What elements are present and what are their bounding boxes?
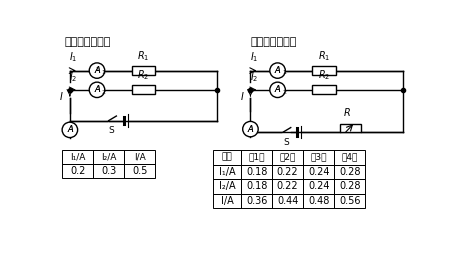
Bar bbox=[213, 164, 241, 179]
Bar bbox=[62, 150, 93, 164]
Circle shape bbox=[270, 82, 285, 98]
Text: 电流: 电流 bbox=[222, 153, 233, 162]
Text: $I$: $I$ bbox=[240, 90, 244, 102]
Text: A: A bbox=[94, 85, 100, 94]
Bar bbox=[241, 179, 272, 194]
Text: $R_1$: $R_1$ bbox=[318, 49, 330, 63]
Text: I₁/A: I₁/A bbox=[70, 152, 85, 161]
Text: 1: 1 bbox=[102, 70, 105, 75]
Text: 2: 2 bbox=[102, 90, 106, 95]
Text: A: A bbox=[94, 85, 100, 94]
Text: I₂/A: I₂/A bbox=[101, 152, 116, 161]
Bar bbox=[93, 150, 124, 164]
Text: $I_1$: $I_1$ bbox=[69, 51, 77, 64]
Text: 0.18: 0.18 bbox=[246, 167, 267, 177]
Bar bbox=[312, 66, 336, 75]
Text: $R_2$: $R_2$ bbox=[318, 68, 330, 82]
Text: A: A bbox=[67, 125, 73, 134]
Bar bbox=[124, 150, 155, 164]
Circle shape bbox=[243, 121, 258, 137]
Text: $I_2$: $I_2$ bbox=[250, 70, 258, 84]
Text: 第1次: 第1次 bbox=[248, 153, 265, 162]
Bar bbox=[93, 164, 124, 178]
Text: 0.22: 0.22 bbox=[277, 181, 298, 192]
Text: S: S bbox=[283, 138, 289, 147]
Text: 0.36: 0.36 bbox=[246, 196, 267, 206]
Bar bbox=[334, 164, 365, 179]
Text: 0.28: 0.28 bbox=[339, 167, 360, 177]
Text: $I_2$: $I_2$ bbox=[69, 70, 77, 84]
Bar bbox=[132, 85, 155, 94]
Bar bbox=[213, 150, 241, 164]
Text: 冬冬的实验记录: 冬冬的实验记录 bbox=[250, 38, 297, 48]
Bar bbox=[124, 164, 155, 178]
Text: $_1$: $_1$ bbox=[95, 66, 99, 74]
Bar bbox=[213, 179, 241, 194]
Bar bbox=[132, 66, 155, 75]
Text: 2: 2 bbox=[282, 90, 286, 95]
Bar bbox=[334, 150, 365, 164]
Bar bbox=[272, 179, 303, 194]
Text: $R_1$: $R_1$ bbox=[137, 49, 150, 63]
Text: 第4次: 第4次 bbox=[342, 153, 358, 162]
Text: I/A: I/A bbox=[134, 152, 145, 161]
Text: 0.28: 0.28 bbox=[339, 181, 360, 192]
Text: 第3次: 第3次 bbox=[310, 153, 327, 162]
Bar bbox=[303, 150, 334, 164]
Circle shape bbox=[270, 63, 285, 78]
Circle shape bbox=[89, 63, 105, 78]
Bar bbox=[303, 164, 334, 179]
Text: 0.48: 0.48 bbox=[308, 196, 329, 206]
Bar bbox=[303, 194, 334, 209]
Text: I₁/A: I₁/A bbox=[219, 167, 235, 177]
Text: $R_2$: $R_2$ bbox=[137, 68, 150, 82]
Text: A: A bbox=[274, 66, 281, 75]
Bar bbox=[334, 194, 365, 209]
Bar bbox=[272, 194, 303, 209]
Text: 0.44: 0.44 bbox=[277, 196, 298, 206]
Bar bbox=[340, 124, 361, 132]
Text: 0.24: 0.24 bbox=[308, 181, 329, 192]
Text: A: A bbox=[247, 124, 254, 134]
Text: 0.56: 0.56 bbox=[339, 196, 360, 206]
Text: A: A bbox=[247, 124, 254, 134]
Text: $R$: $R$ bbox=[343, 106, 351, 118]
Bar bbox=[241, 164, 272, 179]
Bar bbox=[62, 164, 93, 178]
Text: $I$: $I$ bbox=[59, 90, 64, 102]
Circle shape bbox=[62, 122, 78, 138]
Bar bbox=[213, 194, 241, 209]
Bar bbox=[312, 85, 336, 94]
Text: A: A bbox=[94, 66, 100, 75]
Bar bbox=[334, 179, 365, 194]
Bar bbox=[272, 164, 303, 179]
Text: A: A bbox=[274, 85, 281, 94]
Bar bbox=[272, 150, 303, 164]
Bar bbox=[241, 194, 272, 209]
Text: 0.2: 0.2 bbox=[70, 166, 85, 176]
Text: A: A bbox=[274, 85, 281, 94]
Text: S: S bbox=[109, 126, 115, 135]
Text: 0.5: 0.5 bbox=[132, 166, 147, 176]
Text: A: A bbox=[94, 66, 100, 75]
Text: 0.18: 0.18 bbox=[246, 181, 267, 192]
Bar bbox=[303, 179, 334, 194]
Text: 1: 1 bbox=[282, 70, 286, 75]
Text: I₂/A: I₂/A bbox=[219, 181, 235, 192]
Text: A: A bbox=[67, 125, 73, 134]
Text: 0.24: 0.24 bbox=[308, 167, 329, 177]
Text: 第2次: 第2次 bbox=[280, 153, 296, 162]
Text: $I_1$: $I_1$ bbox=[250, 51, 258, 64]
Text: 0.3: 0.3 bbox=[101, 166, 116, 176]
Circle shape bbox=[89, 82, 105, 98]
Bar bbox=[241, 150, 272, 164]
Text: I/A: I/A bbox=[221, 196, 233, 206]
Text: 丁丁的实验记录: 丁丁的实验记录 bbox=[64, 38, 111, 48]
Text: A: A bbox=[274, 66, 281, 75]
Text: 0.22: 0.22 bbox=[277, 167, 298, 177]
